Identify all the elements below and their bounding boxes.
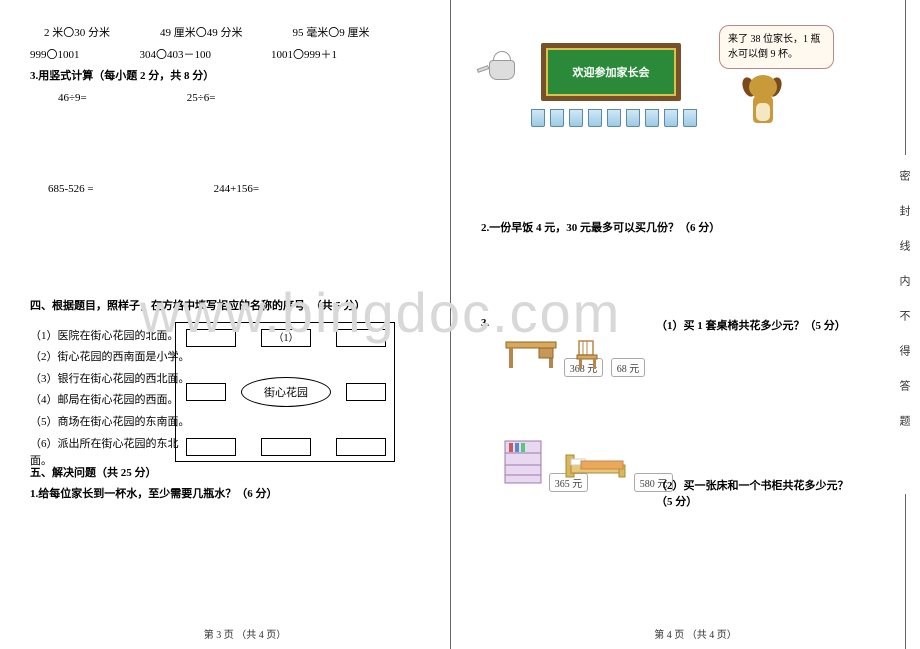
shelf-icon (501, 437, 546, 487)
q4-line: （6）派出所在街心花园的东北面。 (30, 436, 195, 471)
diagram-center: 街心花园 (241, 377, 331, 407)
compare-item: 1001〇999＋1 (271, 47, 337, 65)
cup-icon (550, 109, 564, 127)
cup-icon (664, 109, 678, 127)
q2-text: 2.一份早饭 4 元，30 元最多可以买几份？（6 分） (481, 220, 860, 238)
q4-line: （3）银行在街心花园的西北面。 (30, 371, 195, 389)
bed-icon (561, 447, 631, 487)
cup-icon (569, 109, 583, 127)
diagram-cell-top: （1） (261, 329, 311, 347)
cups-row (531, 109, 697, 127)
binding-side-text: 密封线内不得答题 (898, 170, 912, 520)
q4-line: （1）医院在街心花园的北面。 (30, 328, 195, 346)
q3-1-text: （1）买 1 套桌椅共花多少元？（5 分） (656, 317, 846, 333)
cup-icon (645, 109, 659, 127)
desk-icon (501, 337, 561, 372)
q4-line: （5）商场在街心花园的东南面。 (30, 414, 195, 432)
compare-item: 49 厘米〇49 分米 (160, 25, 243, 43)
blackboard-text: 欢迎参加家长会 (546, 48, 676, 96)
compare-item: 999〇1001 (30, 47, 80, 65)
calc-item: 25÷6= (187, 90, 216, 108)
q4-heading: 四、根据题目，照样子，在方格中填写相应的名称的序号。（共 5 分） (30, 298, 410, 316)
compare-item: 95 毫米〇9 厘米 (293, 25, 370, 43)
compare-item: 2 米〇30 分米 (44, 25, 110, 43)
binding-line (905, 0, 906, 155)
price-chair: 68 元 (611, 358, 646, 377)
q3-heading: 3.用竖式计算（每小题 2 分，共 8 分） (30, 68, 410, 86)
binding-line (905, 494, 906, 649)
cup-icon (626, 109, 640, 127)
page-footer-3: 第 3 页 （共 4 页） (30, 626, 460, 641)
page-footer-4: 第 4 页 （共 4 页） (481, 626, 910, 641)
diagram-cell (261, 438, 311, 456)
blackboard: 欢迎参加家长会 (541, 43, 681, 101)
parent-meeting-illustration: 欢迎参加家长会 来了 38 位家长，1 瓶水可以倒 9 杯。 (481, 25, 871, 145)
chair-icon (573, 337, 608, 372)
diagram-cell (346, 383, 386, 401)
diagram-cell (186, 329, 236, 347)
diagram-cell (336, 329, 386, 347)
q3-number: 3. (481, 317, 489, 329)
cup-icon (588, 109, 602, 127)
diagram-cell (186, 438, 236, 456)
calc-item: 685-526 = (48, 181, 94, 199)
compass-diagram: （1） 街心花园 (175, 322, 395, 462)
speech-bubble: 来了 38 位家长，1 瓶水可以倒 9 杯。 (719, 25, 834, 69)
cup-icon (607, 109, 621, 127)
q3-2-text: （2）买一张床和一个书柜共花多少元？（5 分） (656, 477, 860, 509)
q5-1-text: 1.给每位家长到一杯水，至少需要几瓶水？（6 分） (30, 486, 410, 504)
page-4: 欢迎参加家长会 来了 38 位家长，1 瓶水可以倒 9 杯。 2.一份早饭 4 … (450, 0, 880, 649)
q4-line: （4）邮局在街心花园的西面。 (30, 392, 195, 410)
calc-item: 46÷9= (58, 90, 87, 108)
q4-line: （2）街心花园的西南面是小学。 (30, 349, 195, 367)
calc-item: 244+156= (214, 181, 259, 199)
diagram-cell (186, 383, 226, 401)
kettle-icon (481, 55, 521, 85)
compare-row-1: 2 米〇30 分米 49 厘米〇49 分米 95 毫米〇9 厘米 (44, 25, 410, 43)
cup-icon (531, 109, 545, 127)
dog-icon (741, 75, 786, 135)
compare-row-2: 999〇1001 304〇403－100 1001〇999＋1 (30, 47, 410, 65)
page-3: 2 米〇30 分米 49 厘米〇49 分米 95 毫米〇9 厘米 999〇100… (0, 0, 430, 649)
diagram-cell (336, 438, 386, 456)
cup-icon (683, 109, 697, 127)
compare-item: 304〇403－100 (140, 47, 212, 65)
